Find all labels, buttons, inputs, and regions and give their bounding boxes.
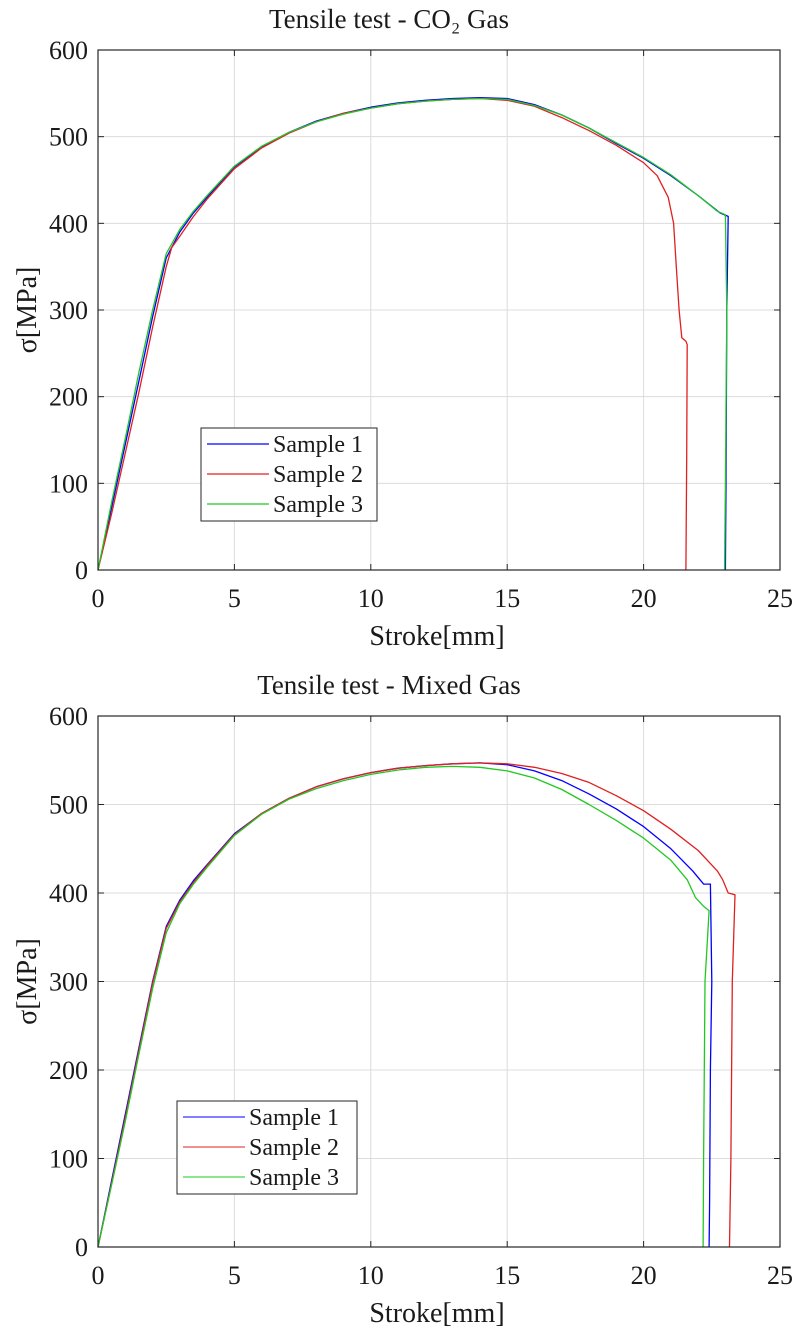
x-tick-label: 20 [631, 1261, 657, 1290]
legend: Sample 1 Sample 2 Sample 3 [176, 1100, 358, 1195]
x-axis-label: Stroke[mm] [369, 1298, 504, 1329]
x-tick-label: 0 [92, 1261, 105, 1290]
legend-label-sample-2: Sample 2 [249, 1135, 339, 1161]
y-tick-label: 500 [49, 123, 88, 152]
x-tick-label: 5 [228, 584, 241, 613]
y-tick-label: 100 [49, 469, 88, 498]
x-tick-label: 0 [92, 584, 105, 613]
x-tick-label: 5 [228, 1261, 241, 1290]
y-tick-label: 400 [49, 209, 88, 238]
y-tick-label: 600 [49, 702, 88, 731]
chart-1: 0 5 10 15 20 25 0 100 200 300 400 500 600 Tensile tes… [12, 4, 793, 652]
x-tick-label: 15 [494, 1261, 520, 1290]
y-tick-label: 200 [49, 383, 88, 412]
legend-label-sample-1: Sample 1 [273, 432, 363, 458]
x-tick-label: 15 [494, 584, 520, 613]
x-tick-label: 10 [358, 1261, 384, 1290]
y-tick-label: 300 [49, 296, 88, 325]
legend-label-sample-3: Sample 3 [249, 1165, 339, 1191]
y-tick-label: 100 [49, 1145, 88, 1174]
y-tick-label: 600 [49, 36, 88, 65]
y-axis-label: σ[MPa] [12, 267, 43, 354]
y-tick-label: 300 [49, 968, 88, 997]
series-line-sample-2 [97, 762, 736, 1248]
legend-label-sample-1: Sample 1 [249, 1105, 339, 1131]
x-tick-label: 10 [358, 584, 384, 613]
y-tick-label: 0 [75, 1233, 88, 1262]
x-tick-label: 25 [767, 584, 793, 613]
y-axis-label: σ[MPa] [12, 938, 43, 1025]
x-axis-label: Stroke[mm] [369, 621, 504, 652]
series-line-sample-3 [97, 765, 710, 1248]
y-tick-label: 500 [49, 791, 88, 820]
legend-label-sample-2: Sample 2 [273, 462, 363, 488]
x-tick-label: 20 [631, 584, 657, 613]
y-tick-label: 200 [49, 1056, 88, 1085]
y-tick-label: 400 [49, 879, 88, 908]
chart-title: Tensile test - Mixed Gas [257, 670, 521, 700]
x-tick-label: 25 [767, 1261, 793, 1290]
y-tick-label: 0 [75, 556, 88, 585]
legend: Sample 1 Sample 2 Sample 3 [200, 427, 378, 522]
legend-label-sample-3: Sample 3 [273, 492, 363, 518]
series-line-sample-3 [97, 97, 728, 571]
chart-2: 0 5 10 15 20 25 0 100 200 300 400 500 600 Tensile tes… [12, 670, 793, 1329]
chart-title: Tensile test - CO₂ Gas [269, 4, 509, 34]
